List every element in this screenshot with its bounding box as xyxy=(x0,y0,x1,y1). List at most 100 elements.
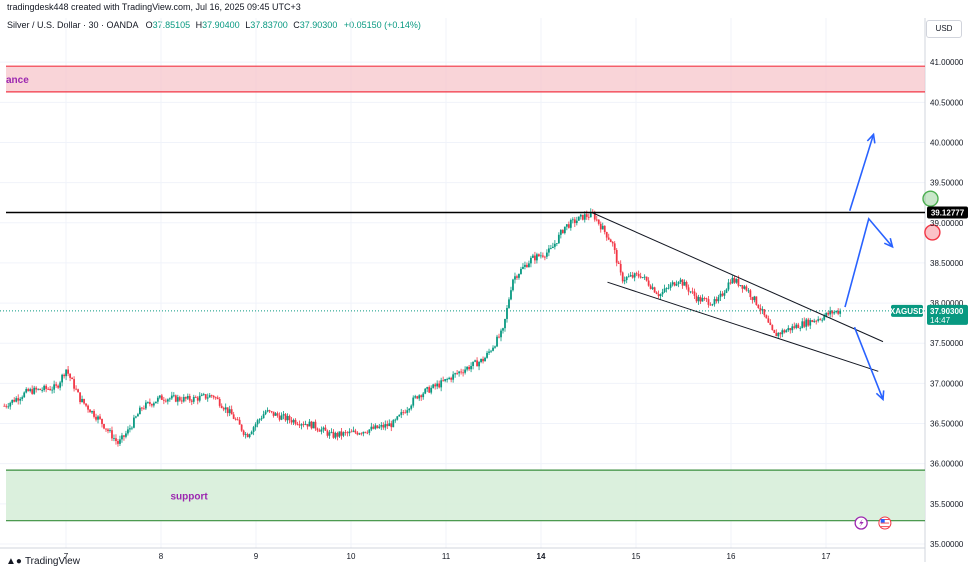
last-price-text: 37.90300 xyxy=(930,307,964,316)
event-icons[interactable] xyxy=(854,516,975,530)
candle-body xyxy=(811,320,814,322)
candle-body xyxy=(368,429,371,433)
candle-body xyxy=(422,393,425,398)
candle-body xyxy=(442,380,445,382)
drawings[interactable] xyxy=(0,132,941,402)
candle-body xyxy=(11,399,14,403)
candle-body xyxy=(316,428,319,431)
candle-body xyxy=(198,395,201,401)
candle-body xyxy=(787,328,790,331)
candle-body xyxy=(476,360,478,367)
candle-body xyxy=(392,420,395,428)
last-price-badge xyxy=(927,304,968,325)
candle-body xyxy=(671,282,674,285)
candle-body xyxy=(382,424,385,428)
candle-body xyxy=(91,410,93,413)
candle-body xyxy=(17,398,20,401)
time-axis[interactable]: 7 8 9 10 11 14 15 16 17 xyxy=(64,552,831,561)
candle-body xyxy=(384,424,387,428)
time-tick-label: 14 xyxy=(537,552,546,561)
candle-body xyxy=(581,214,584,220)
candle-body xyxy=(278,415,281,420)
candle-body xyxy=(482,358,484,362)
flag-canton xyxy=(880,519,885,523)
candle-body xyxy=(107,429,109,432)
candle-body xyxy=(230,409,233,415)
candle-body xyxy=(109,430,111,432)
time-tick-label: 16 xyxy=(727,552,736,561)
candle-body xyxy=(781,330,784,335)
candle-body xyxy=(59,382,62,388)
candle-body xyxy=(192,396,195,402)
candle-body xyxy=(755,296,758,305)
candle-body xyxy=(412,397,415,406)
candle-body xyxy=(823,316,826,320)
candle-body xyxy=(779,332,782,335)
candle-body xyxy=(63,374,65,377)
candle-body xyxy=(97,416,99,420)
candle-body xyxy=(665,288,668,289)
candle-body xyxy=(105,428,107,430)
symbol-ohlc-bar: Silver / U.S. Dollar · 30 · OANDA O37.85… xyxy=(7,20,421,30)
candle-body xyxy=(242,430,245,435)
candle-body xyxy=(579,214,582,217)
us-flag-event-icon[interactable] xyxy=(878,516,892,530)
candle-body xyxy=(563,226,566,234)
candle-body xyxy=(7,406,10,408)
candle-body xyxy=(637,273,640,277)
candle-body xyxy=(218,398,221,406)
candle-body xyxy=(763,309,766,316)
candle-body xyxy=(510,290,512,300)
channel-lower-line xyxy=(607,281,879,372)
low-value: 37.83700 xyxy=(250,20,288,30)
candle-body xyxy=(206,397,209,399)
candle-body xyxy=(595,219,598,221)
open-label: O xyxy=(145,20,153,30)
candle-body xyxy=(131,427,133,429)
candle-body xyxy=(526,264,528,268)
candle-body xyxy=(673,282,676,286)
candle-body xyxy=(133,417,135,428)
currency-button[interactable]: USD xyxy=(926,20,962,38)
candle-body xyxy=(408,408,411,411)
candle-body xyxy=(777,332,780,337)
close-value: 37.90300 xyxy=(299,20,338,30)
candle-body xyxy=(534,255,536,261)
candle-body xyxy=(9,402,12,407)
price-axis[interactable]: 35.00000 35.50000 36.00000 36.50000 37.00000… xyxy=(930,58,964,549)
candle-body xyxy=(334,432,337,438)
candle-body xyxy=(428,387,431,393)
candle-body xyxy=(222,407,225,410)
candle-body xyxy=(166,399,169,402)
candle-body xyxy=(745,286,748,291)
candle-body xyxy=(825,312,828,317)
candle-body xyxy=(196,397,199,401)
candle-body xyxy=(360,433,363,435)
candle-body xyxy=(45,385,48,389)
candle-body xyxy=(621,272,624,282)
candle-body xyxy=(212,395,215,398)
candle-body xyxy=(528,263,530,268)
candle-body xyxy=(214,397,217,399)
candle-body xyxy=(695,295,698,302)
candle-body xyxy=(348,431,351,434)
candle-body xyxy=(462,372,464,374)
candle-body xyxy=(258,419,261,421)
flag-stripe xyxy=(880,522,890,524)
candle-body xyxy=(827,312,830,315)
candle-body xyxy=(202,394,205,396)
flag-stripe xyxy=(880,519,890,520)
flash-event-icon[interactable] xyxy=(854,516,868,530)
candle-body xyxy=(659,294,662,297)
candle-body xyxy=(148,402,151,405)
candle-body xyxy=(739,285,742,286)
candle-body xyxy=(398,414,401,417)
candle-body xyxy=(484,357,486,362)
candle-body xyxy=(332,431,335,438)
candle-body xyxy=(512,279,514,291)
price-tick-label: 39.50000 xyxy=(930,179,964,188)
candle-body xyxy=(216,397,219,399)
symbol-title[interactable]: Silver / U.S. Dollar · 30 · OANDA xyxy=(7,20,139,30)
candle-body xyxy=(643,276,646,278)
